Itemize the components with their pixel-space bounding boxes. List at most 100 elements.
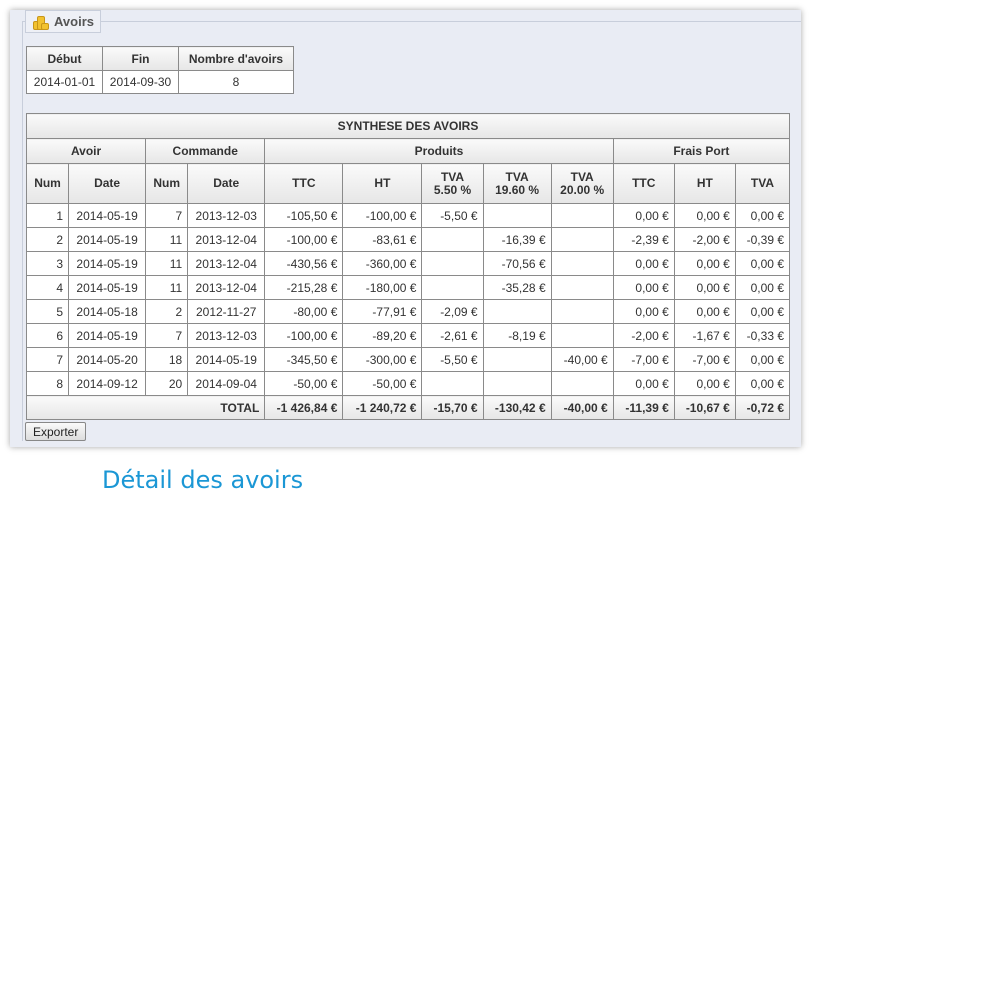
table-cell: -430,56 € — [264, 251, 344, 276]
total-cell: -130,42 € — [482, 395, 552, 420]
table-cell — [421, 227, 484, 252]
table-cell: 0,00 € — [673, 371, 736, 396]
table-cell: -7,00 € — [673, 347, 736, 372]
table-cell: -5,50 € — [421, 203, 484, 228]
table-cell: 0,00 € — [612, 251, 675, 276]
table-cell — [421, 371, 484, 396]
table-cell: 0,00 € — [612, 299, 675, 324]
group-frais-port: Frais Port — [612, 138, 791, 164]
avoirs-panel: Avoirs Début Fin Nombre d'avoirs 2014-01… — [10, 10, 801, 447]
value-fin: 2014-09-30 — [102, 70, 179, 94]
legend-title: Avoirs — [54, 14, 94, 29]
table-cell: 2012-11-27 — [187, 299, 266, 324]
table-cell: 0,00 € — [734, 251, 791, 276]
table-cell: -100,00 € — [264, 227, 344, 252]
column-header: TVA — [734, 163, 791, 204]
table-cell: 2 — [145, 299, 189, 324]
table-cell — [550, 299, 614, 324]
table-cell: -89,20 € — [342, 323, 423, 348]
table-cell: -1,67 € — [673, 323, 736, 348]
table-cell: 0,00 € — [673, 275, 736, 300]
table-cell: -35,28 € — [482, 275, 552, 300]
total-cell: -10,67 € — [673, 395, 736, 420]
table-cell: 2014-05-18 — [68, 299, 147, 324]
table-cell: -2,09 € — [421, 299, 484, 324]
table-cell: 3 — [25, 251, 70, 276]
table-cell: 2014-09-04 — [187, 371, 266, 396]
table-cell: -345,50 € — [264, 347, 344, 372]
table-row: 7 2014-05-20 18 2014-05-19 -345,50 € -300,00 … — [25, 347, 791, 372]
table-cell: -300,00 € — [342, 347, 423, 372]
synthese-table: SYNTHESE DES AVOIRS Avoir Commande Produ… — [25, 113, 791, 420]
table-cell: 0,00 € — [612, 371, 675, 396]
table-cell: 0,00 € — [612, 275, 675, 300]
table-cell: 0,00 € — [734, 275, 791, 300]
table-cell: -80,00 € — [264, 299, 344, 324]
table-cell: -16,39 € — [482, 227, 552, 252]
fieldset-border — [22, 21, 23, 441]
table-row: 1 2014-05-19 7 2013-12-03 -105,50 € -100,00 €… — [25, 203, 791, 228]
table-cell: 2 — [25, 227, 70, 252]
table-cell — [482, 299, 552, 324]
table-cell: -2,61 € — [421, 323, 484, 348]
table-cell — [550, 227, 614, 252]
header-nombre: Nombre d'avoirs — [178, 46, 294, 71]
table-cell: 2014-05-20 — [68, 347, 147, 372]
header-fin: Fin — [102, 46, 179, 71]
table-cell — [550, 203, 614, 228]
total-cell: -1 240,72 € — [342, 395, 423, 420]
column-header: Date — [68, 163, 147, 204]
table-cell — [482, 203, 552, 228]
table-cell: 2014-05-19 — [187, 347, 266, 372]
table-cell — [550, 275, 614, 300]
table-cell: 2014-05-19 — [68, 227, 147, 252]
table-cell: -83,61 € — [342, 227, 423, 252]
column-header: Num — [145, 163, 189, 204]
header-debut: Début — [26, 46, 103, 71]
table-cell: 2013-12-03 — [187, 323, 266, 348]
column-header: HT — [342, 163, 423, 204]
table-row: 5 2014-05-18 2 2012-11-27 -80,00 € -77,91 € -2… — [25, 299, 791, 324]
fieldset-legend: Avoirs — [25, 10, 101, 33]
table-cell: -100,00 € — [342, 203, 423, 228]
total-cell: -15,70 € — [421, 395, 484, 420]
column-header: Date — [187, 163, 266, 204]
table-cell: 2014-05-19 — [68, 275, 147, 300]
table-cell: 2014-05-19 — [68, 323, 147, 348]
table-cell: -50,00 € — [342, 371, 423, 396]
table-cell: 6 — [25, 323, 70, 348]
table-cell: -2,00 € — [673, 227, 736, 252]
table-cell — [550, 251, 614, 276]
table-cell: -77,91 € — [342, 299, 423, 324]
group-avoir: Avoir — [25, 138, 147, 164]
column-header: HT — [673, 163, 736, 204]
synthese-title: SYNTHESE DES AVOIRS — [26, 113, 790, 139]
table-cell: -2,00 € — [612, 323, 675, 348]
table-cell: 1 — [25, 203, 70, 228]
export-button[interactable]: Exporter — [25, 422, 87, 441]
table-cell — [550, 323, 614, 348]
table-cell: 0,00 € — [673, 299, 736, 324]
table-cell: -50,00 € — [264, 371, 344, 396]
table-cell: -215,28 € — [264, 275, 344, 300]
table-cell: -40,00 € — [550, 347, 614, 372]
table-row: 3 2014-05-19 11 2013-12-04 -430,56 € -360,00 … — [25, 251, 791, 276]
column-header: TTC — [264, 163, 344, 204]
table-cell: -360,00 € — [342, 251, 423, 276]
table-cell: 11 — [145, 251, 189, 276]
page-title: Détail des avoirs — [102, 466, 304, 494]
table-cell: 0,00 € — [734, 371, 791, 396]
table-cell: 2014-05-19 — [68, 251, 147, 276]
table-cell: 0,00 € — [673, 203, 736, 228]
total-label: TOTAL — [25, 395, 266, 420]
table-cell: 2013-12-04 — [187, 275, 266, 300]
table-cell: 2013-12-04 — [187, 227, 266, 252]
value-nombre: 8 — [178, 70, 294, 94]
table-cell: 2013-12-03 — [187, 203, 266, 228]
table-cell: 2014-09-12 — [68, 371, 147, 396]
value-debut: 2014-01-01 — [26, 70, 103, 94]
table-cell — [482, 371, 552, 396]
table-cell — [421, 251, 484, 276]
table-cell: 7 — [145, 323, 189, 348]
table-row: 4 2014-05-19 11 2013-12-04 -215,28 € -180,00 … — [25, 275, 791, 300]
